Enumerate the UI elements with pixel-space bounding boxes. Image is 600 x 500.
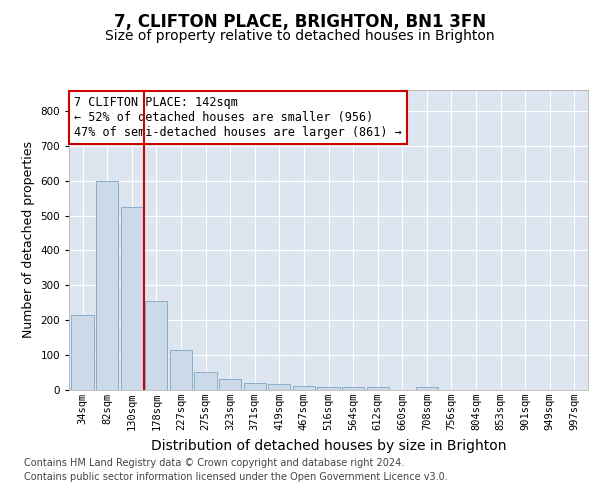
Text: 7, CLIFTON PLACE, BRIGHTON, BN1 3FN: 7, CLIFTON PLACE, BRIGHTON, BN1 3FN (114, 12, 486, 30)
Bar (145, 301, 167, 390)
Bar (317, 386, 340, 390)
Bar (219, 379, 241, 390)
X-axis label: Distribution of detached houses by size in Brighton: Distribution of detached houses by size … (151, 438, 506, 452)
Bar (268, 384, 290, 390)
Bar (416, 386, 438, 390)
Bar (170, 350, 192, 390)
Bar (342, 386, 364, 390)
Text: Contains HM Land Registry data © Crown copyright and database right 2024.: Contains HM Land Registry data © Crown c… (24, 458, 404, 468)
Bar (194, 372, 217, 390)
Bar (71, 315, 94, 390)
Bar (121, 207, 143, 390)
Text: Contains public sector information licensed under the Open Government Licence v3: Contains public sector information licen… (24, 472, 448, 482)
Y-axis label: Number of detached properties: Number of detached properties (22, 142, 35, 338)
Bar (244, 383, 266, 390)
Text: 7 CLIFTON PLACE: 142sqm
← 52% of detached houses are smaller (956)
47% of semi-d: 7 CLIFTON PLACE: 142sqm ← 52% of detache… (74, 96, 402, 139)
Bar (293, 386, 315, 390)
Bar (367, 386, 389, 390)
Text: Size of property relative to detached houses in Brighton: Size of property relative to detached ho… (105, 29, 495, 43)
Bar (96, 182, 118, 390)
